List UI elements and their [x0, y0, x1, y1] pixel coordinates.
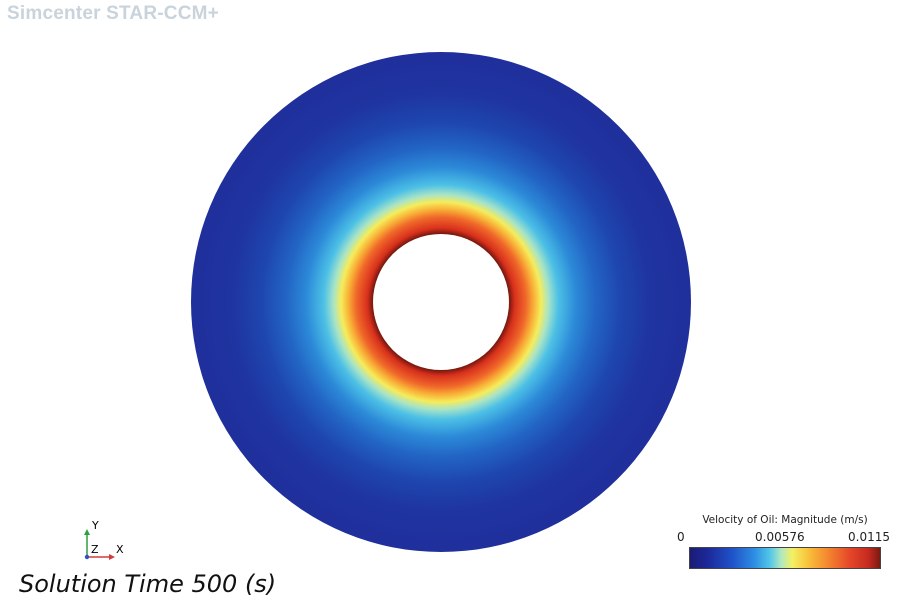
- legend-title: Velocity of Oil: Magnitude (m/s): [702, 514, 868, 526]
- axis-triad-arrows: [84, 529, 115, 560]
- axis-triad: Y Z X: [80, 519, 130, 565]
- legend-color-bar: [689, 547, 881, 569]
- axis-x-label: X: [116, 543, 124, 556]
- axis-y-label: Y: [92, 519, 99, 532]
- app-brand: Simcenter STAR-CCM+: [7, 3, 219, 24]
- color-legend: Velocity of Oil: Magnitude (m/s) 0 0.005…: [677, 514, 890, 576]
- solution-time-annotation: Solution Time 500 (s): [19, 570, 277, 598]
- legend-max-label: 0.0115: [848, 530, 890, 544]
- legend-min-label: 0: [677, 530, 685, 544]
- axis-z-label: Z: [91, 543, 99, 556]
- legend-mid-label: 0.00576: [755, 530, 805, 544]
- inner-hole: [373, 234, 509, 370]
